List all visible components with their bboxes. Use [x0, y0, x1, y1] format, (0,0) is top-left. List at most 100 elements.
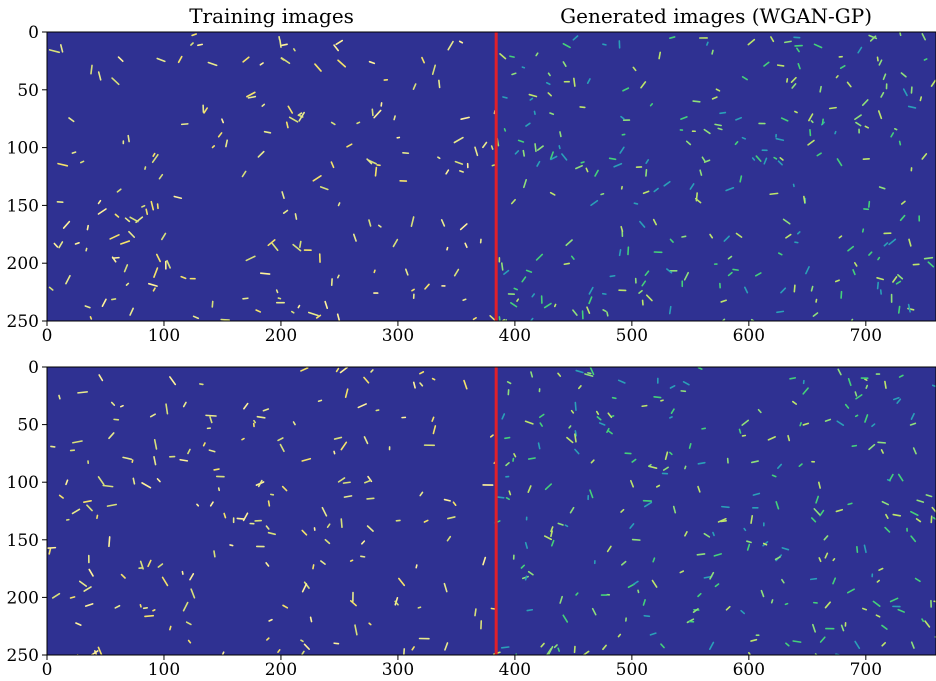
speckle — [128, 230, 136, 238]
axes-frame — [46, 366, 936, 656]
speckle — [321, 506, 328, 517]
speckle — [562, 42, 571, 49]
speckle — [536, 145, 544, 151]
speckle — [77, 391, 88, 394]
speckle — [241, 437, 245, 441]
speckle — [489, 434, 494, 438]
speckle — [701, 427, 707, 430]
speckle — [505, 497, 510, 501]
speckle — [611, 396, 617, 400]
speckle — [90, 64, 93, 75]
speckle — [584, 373, 594, 377]
speckle — [813, 508, 821, 516]
speckle — [649, 632, 657, 636]
speckle — [802, 422, 810, 426]
speckle — [669, 416, 673, 419]
speckle — [525, 122, 531, 127]
speckle — [785, 642, 790, 647]
speckle — [540, 642, 545, 648]
speckle — [58, 241, 64, 249]
x-tick-label: 400 — [499, 326, 531, 346]
speckle — [819, 85, 822, 93]
speckle — [392, 238, 399, 248]
speckle — [446, 246, 449, 251]
speckle — [69, 596, 76, 599]
speckle — [797, 63, 801, 70]
speckle — [921, 33, 926, 41]
speckle — [120, 404, 124, 408]
speckle — [192, 315, 200, 320]
speckle — [709, 233, 714, 239]
speckle — [617, 633, 622, 638]
speckle — [908, 238, 912, 247]
speckle — [152, 152, 156, 157]
speckle — [557, 647, 560, 652]
x-tick-label: 300 — [382, 326, 414, 346]
speckle — [839, 64, 846, 69]
speckle — [741, 136, 747, 140]
speckle — [897, 608, 905, 613]
speckle — [575, 592, 579, 596]
speckle — [83, 586, 92, 592]
speckle — [649, 103, 654, 107]
y-tick-label: 250 — [7, 312, 39, 332]
speckle — [271, 242, 279, 252]
speckle — [510, 302, 518, 308]
x-tick-label: 400 — [499, 660, 531, 680]
speckle — [602, 43, 607, 46]
speckle — [735, 116, 743, 121]
speckle — [203, 107, 208, 114]
speckle — [751, 157, 756, 161]
speckle — [878, 186, 886, 190]
y-tick-label: 50 — [17, 416, 39, 436]
speckle — [811, 623, 817, 633]
speckle — [878, 59, 883, 66]
speckle — [309, 616, 313, 623]
speckle — [750, 318, 756, 321]
speckle — [127, 134, 130, 143]
speckle — [683, 271, 690, 281]
speckle — [781, 547, 790, 551]
speckle — [805, 266, 810, 275]
speckle — [503, 128, 507, 132]
speckle — [740, 609, 746, 615]
speckle — [562, 61, 567, 67]
speckle — [575, 164, 583, 170]
speckle — [123, 264, 129, 273]
speckle — [669, 238, 674, 243]
speckle — [307, 311, 319, 317]
speckle — [719, 111, 727, 115]
x-tick-label: 200 — [265, 326, 297, 346]
speckle — [527, 570, 534, 576]
speckle — [205, 414, 217, 417]
y-tick-label: 100 — [7, 139, 39, 159]
speckle — [257, 150, 265, 158]
speckle — [247, 95, 257, 99]
speckle — [892, 276, 898, 283]
speckle — [421, 56, 425, 64]
speckle — [120, 240, 131, 245]
speckle — [709, 571, 715, 580]
speckle — [863, 544, 867, 554]
speckle — [79, 160, 85, 164]
speckle — [832, 557, 836, 562]
speckle — [293, 48, 296, 52]
speckle — [464, 242, 468, 249]
speckle — [813, 43, 823, 49]
speckle — [720, 520, 727, 523]
speckle — [242, 512, 249, 522]
speckle — [910, 535, 917, 543]
speckle — [585, 167, 589, 173]
speckle — [288, 116, 299, 123]
speckle — [921, 618, 925, 623]
speckle — [253, 419, 257, 424]
speckle — [696, 553, 706, 556]
speckle — [550, 155, 558, 161]
speckle — [925, 494, 933, 498]
x-tick-label: 0 — [42, 326, 53, 346]
speckle — [96, 514, 99, 520]
speckle — [111, 77, 120, 86]
speckle — [850, 318, 854, 321]
speckle — [76, 654, 79, 655]
speckle — [412, 83, 417, 90]
